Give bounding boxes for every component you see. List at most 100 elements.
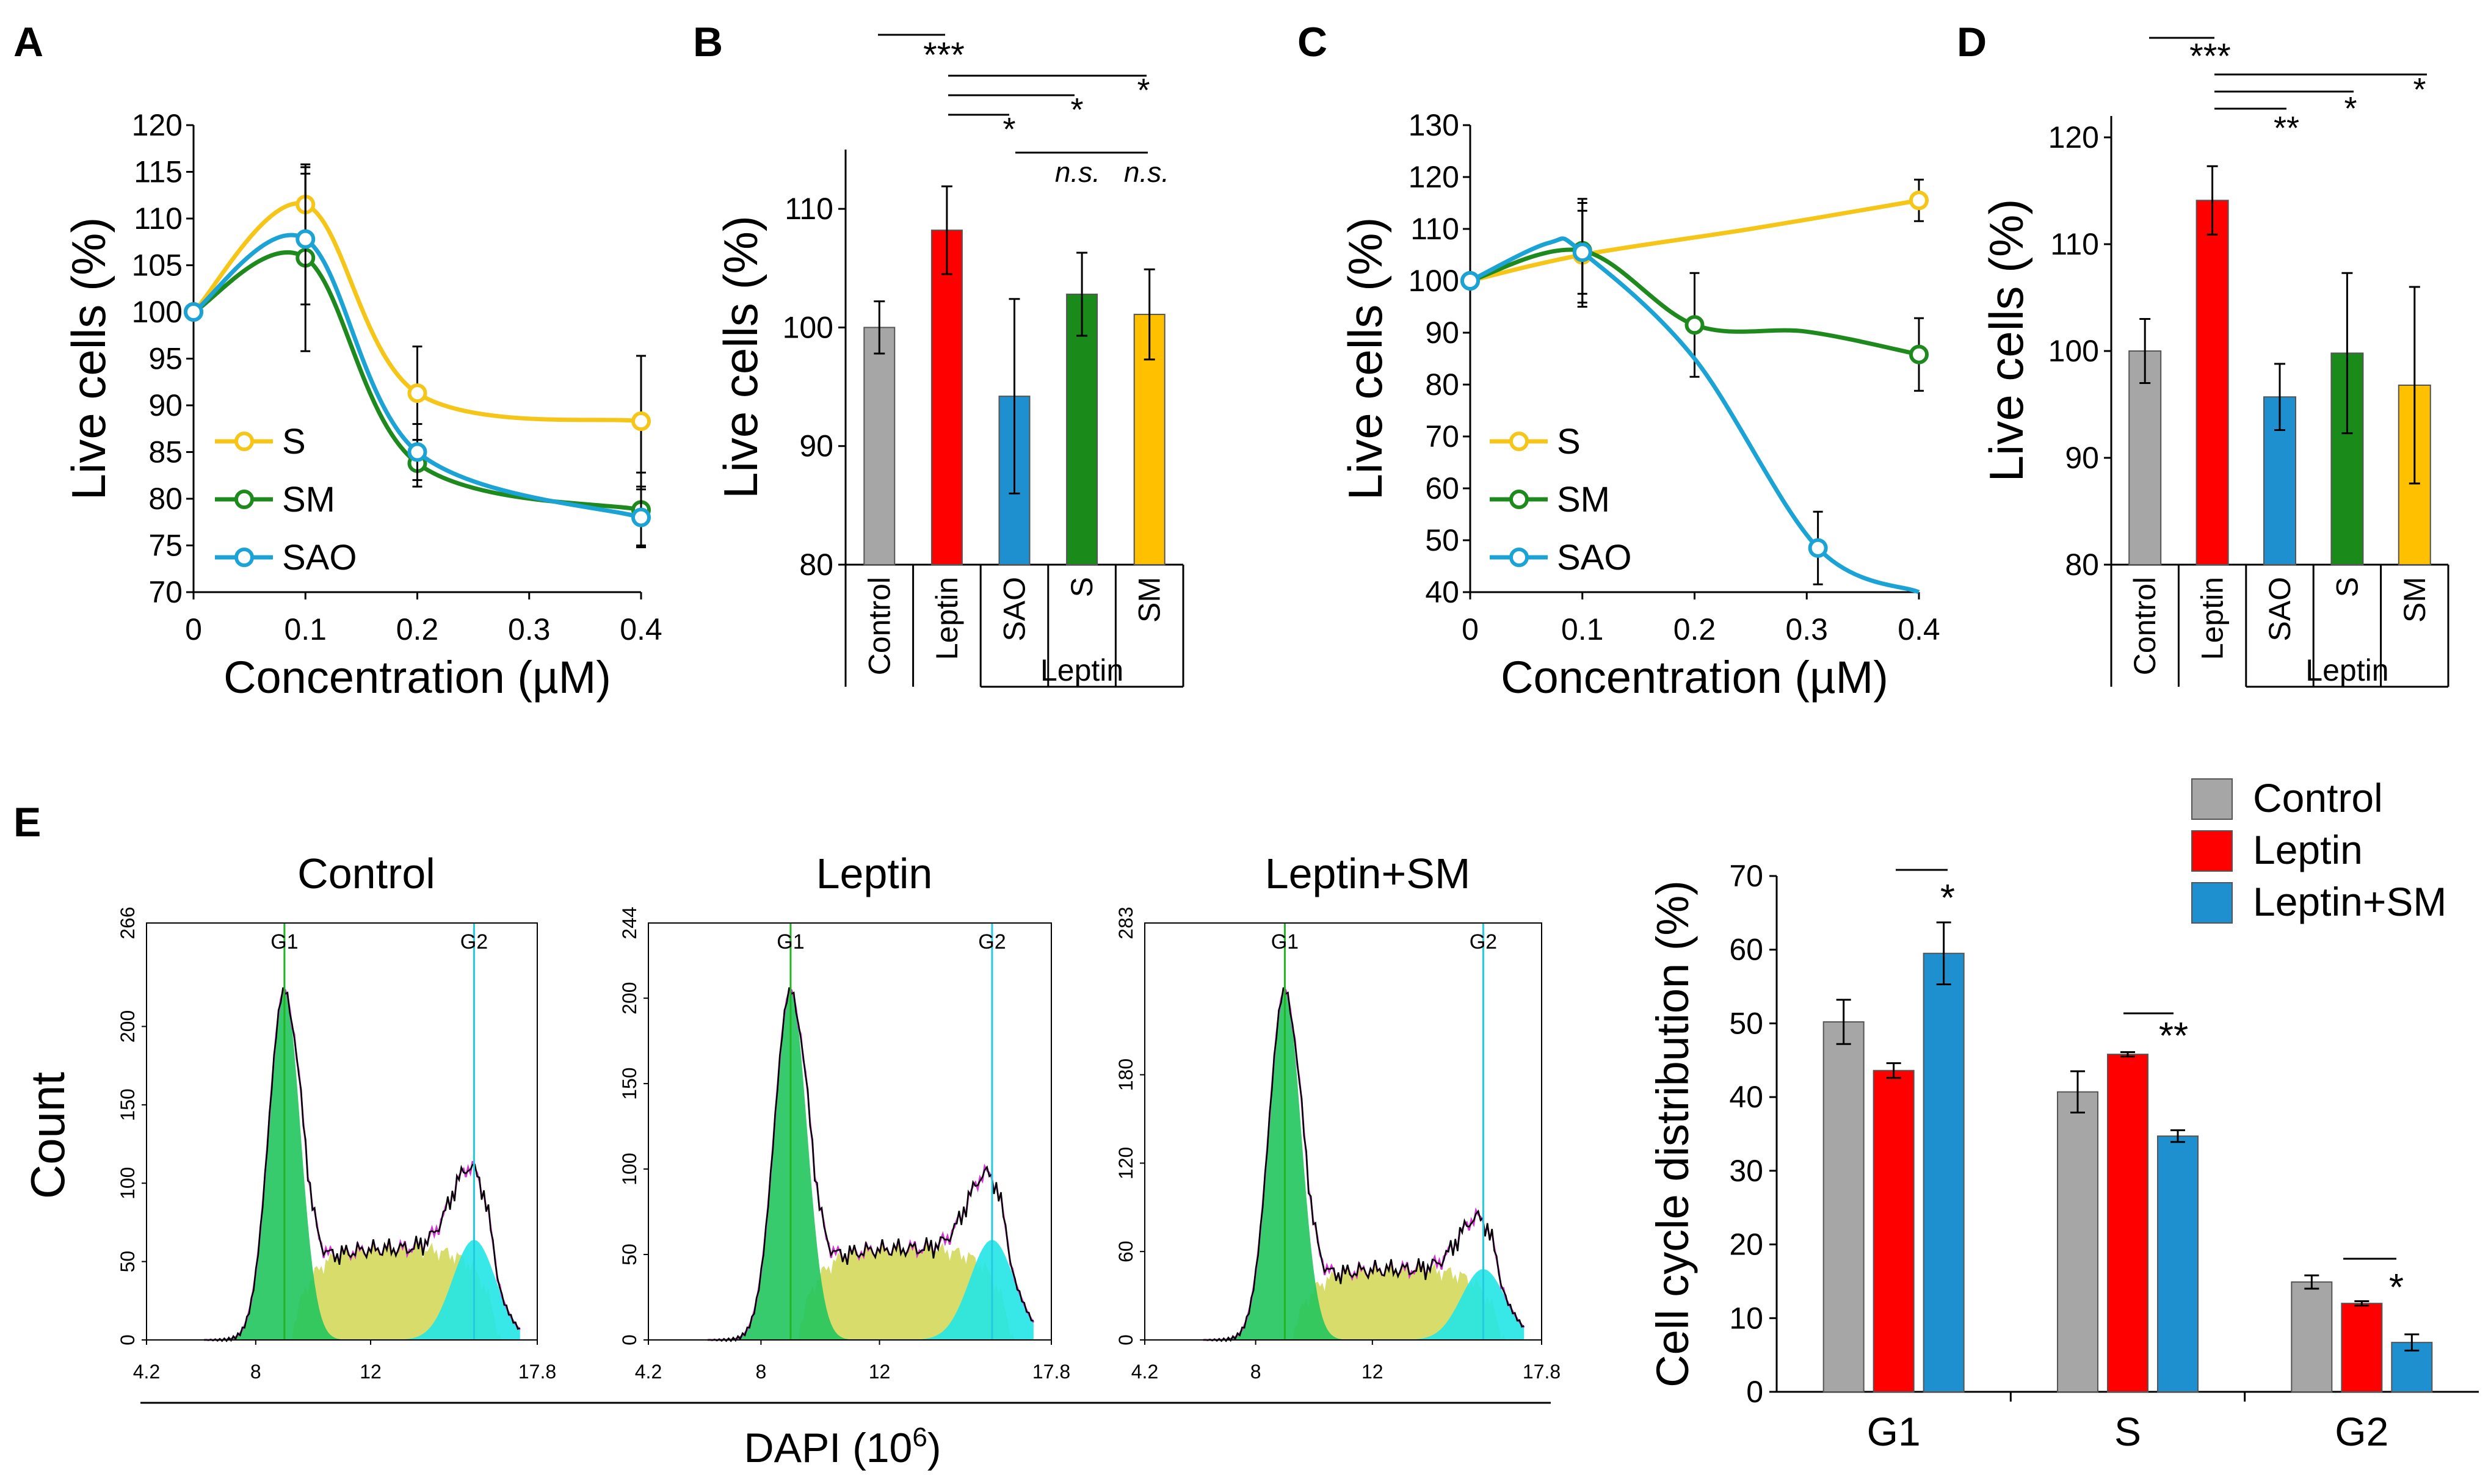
- panel-d-bar-chart: 80 90 100 110 120 Live cells (%) Control Leptin…: [1979, 37, 2449, 688]
- x-tick-label-S: S: [2114, 1409, 2141, 1454]
- legend-marker-SM: [1509, 490, 1529, 509]
- data-point-SM: [1684, 315, 1705, 335]
- legend-swatch-Control: [2191, 778, 2233, 820]
- x-tick-label: 12: [1362, 1361, 1383, 1383]
- bar-Control: [2128, 350, 2162, 565]
- bar-Control-S: [2057, 1091, 2098, 1392]
- y-tick-label: 110: [2050, 227, 2099, 261]
- y-tick-label: 80: [1425, 367, 1459, 402]
- x-tick-label-G2: G2: [2335, 1409, 2388, 1454]
- significance-label: **: [2159, 1015, 2188, 1057]
- area-g1-phase: [204, 990, 520, 1340]
- panel-e-bar-chart: 0 10 20 30 40 50 60 70 Cell cycle distribution (…: [1647, 775, 2479, 1454]
- panel-label-a: A: [13, 19, 43, 65]
- legend-marker-SAO: [234, 548, 254, 567]
- raw-histogram-line: [1203, 987, 1525, 1342]
- significance-label: *: [1003, 111, 1015, 148]
- bar-Control-G1: [1822, 1021, 1865, 1392]
- significance-label: *: [1940, 877, 1955, 919]
- y-axis-title: Count: [21, 1072, 74, 1199]
- y-tick-label: 115: [134, 155, 183, 189]
- y-tick-label: 150: [117, 1088, 139, 1121]
- legend-label-SM: SM: [1557, 480, 1610, 519]
- y-tick-label: 50: [117, 1251, 139, 1273]
- y-tick-label: 0: [618, 1334, 640, 1345]
- x-tick-label: 17.8: [518, 1361, 556, 1383]
- y-max-label: 244: [618, 907, 640, 939]
- data-point-SAO: [184, 302, 203, 322]
- panel-a-line-chart: 70 75 80 85 90 95 100 105 110 115 120 0 0.1 0.2 0.3 0.4…: [62, 108, 662, 703]
- x-tick-label-Control: Control: [862, 577, 896, 675]
- legend-marker-SAO: [1509, 548, 1529, 567]
- y-axis-title: Live cells (%): [714, 215, 767, 499]
- legend-marker-S: [234, 432, 254, 451]
- significance-label: **: [2274, 110, 2299, 147]
- x-axis-title: DAPI (106): [744, 1422, 941, 1471]
- group-label: Leptin: [2305, 653, 2388, 687]
- significance-label: ***: [923, 35, 965, 75]
- bar-Leptin: [2195, 200, 2229, 565]
- data-point-SM: [1909, 344, 1929, 364]
- area-s-phase: [708, 1239, 1034, 1340]
- y-tick-label: 200: [618, 982, 640, 1014]
- y-tick-label: 60: [1115, 1240, 1137, 1262]
- histogram-title-Leptin: Leptin: [816, 850, 933, 897]
- legend-swatch-Leptin: [2191, 830, 2233, 872]
- area-g2-phase: [708, 1240, 1034, 1340]
- y-tick-label: 0: [1115, 1334, 1137, 1345]
- y-tick-label: 120: [1115, 1147, 1137, 1179]
- x-tick-label: 0.2: [396, 612, 439, 646]
- panel-e-histograms: Count DAPI (106) Control 266 0 50 100 150 200 4.2…: [21, 850, 1561, 1471]
- legend-marker-S: [1509, 432, 1529, 451]
- significance-label: *: [2413, 71, 2426, 108]
- y-max-label: 266: [117, 907, 139, 939]
- area-g1-phase: [708, 990, 1034, 1340]
- y-tick-label: 150: [618, 1067, 640, 1099]
- y-tick-label: 90: [1425, 316, 1459, 350]
- x-tick-label-SAO: SAO: [998, 577, 1032, 642]
- bar-Leptin+SM-G1: [1923, 952, 1965, 1392]
- x-tick-label-Leptin: Leptin: [2195, 577, 2230, 660]
- panel-label-e: E: [13, 799, 41, 845]
- significance-label: *: [1137, 72, 1150, 109]
- y-tick-label: 110: [785, 192, 833, 226]
- significance-label: *: [2344, 90, 2357, 127]
- histogram-frame: [146, 922, 538, 1341]
- g1-marker-label: G1: [270, 930, 298, 954]
- significance-label: *: [1070, 92, 1083, 128]
- data-point-S: [407, 383, 427, 404]
- x-tick-label: 0.4: [620, 612, 662, 646]
- series-line-SAO: [192, 233, 642, 519]
- significance-label: ***: [2189, 37, 2231, 76]
- legend-label-Leptin: Leptin: [2253, 827, 2363, 872]
- x-tick-label: 8: [756, 1361, 767, 1383]
- y-tick-label: 50: [1425, 523, 1459, 557]
- x-tick-label: 0: [1462, 612, 1479, 646]
- y-tick-label: 50: [1729, 1006, 1763, 1040]
- x-tick-label: 4.2: [635, 1361, 662, 1383]
- area-g2-phase: [1203, 1269, 1525, 1340]
- y-tick-label: 90: [148, 388, 183, 422]
- x-tick-label-S: S: [1065, 577, 1099, 597]
- bar-Leptin: [930, 230, 963, 566]
- legend-label-S: S: [1557, 422, 1581, 461]
- x-tick-label-G1: G1: [1867, 1409, 1921, 1454]
- series-line-S: [192, 201, 642, 424]
- y-tick-label: 0: [117, 1334, 139, 1345]
- x-tick-label: 4.2: [133, 1361, 160, 1383]
- y-tick-label: 70: [1729, 859, 1763, 893]
- y-tick-label: 90: [799, 429, 833, 463]
- legend-label-SM: SM: [282, 480, 335, 519]
- y-tick-label: 90: [2065, 441, 2099, 475]
- bar-Leptin-S: [2107, 1054, 2148, 1392]
- significance-label: n.s.: [1124, 156, 1169, 188]
- area-s-phase: [1203, 1260, 1525, 1340]
- data-point-SAO: [1572, 242, 1592, 262]
- legend-swatch-Leptin+SM: [2191, 882, 2233, 924]
- panel-label-c: C: [1297, 19, 1327, 65]
- x-tick-label-SAO: SAO: [2263, 577, 2297, 642]
- raw-histogram-line: [204, 987, 521, 1342]
- bar-Leptin+SM-S: [2157, 1135, 2199, 1393]
